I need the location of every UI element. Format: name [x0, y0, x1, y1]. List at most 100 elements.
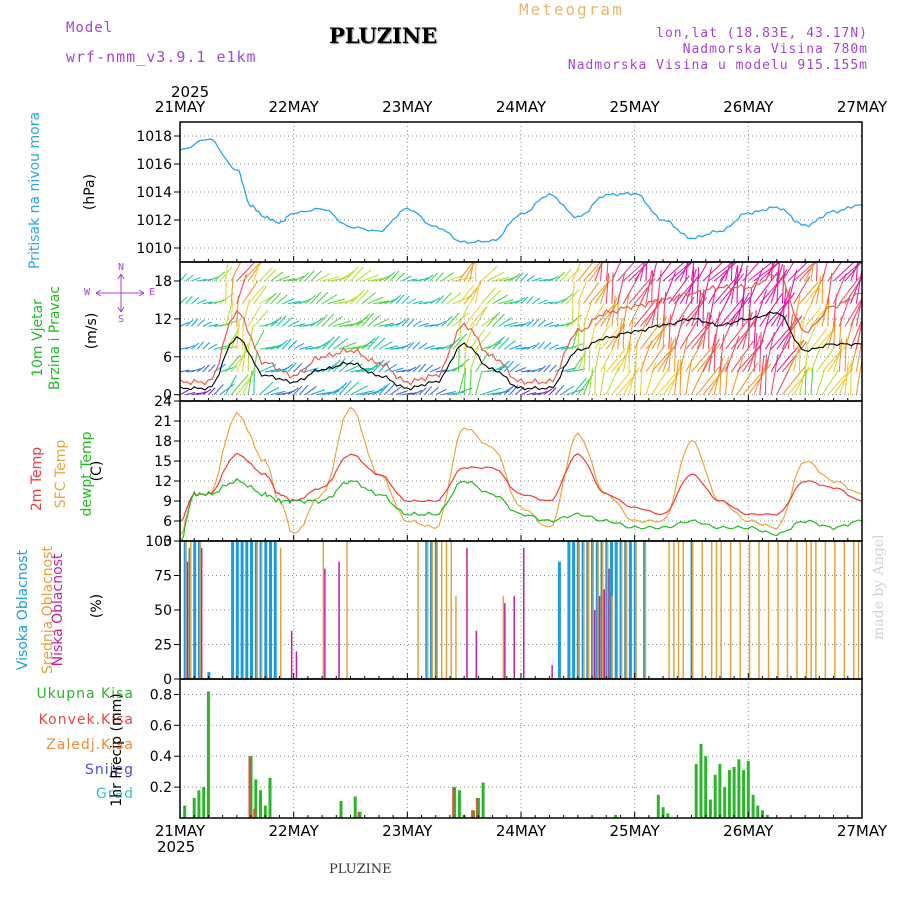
wind-arrow — [333, 274, 351, 282]
wind-arrow — [423, 386, 433, 396]
cloud-high-bar — [235, 541, 239, 679]
wind-arrow — [395, 318, 407, 327]
data-series — [179, 138, 863, 818]
wind-arrow — [730, 319, 757, 350]
wind-arrow — [781, 261, 795, 282]
wind-arrow — [810, 368, 814, 395]
wind-arrow — [543, 364, 551, 373]
wind-arrow — [225, 354, 241, 373]
wind-arrow — [412, 320, 422, 327]
wind-arrow — [810, 261, 815, 282]
wind-arrow — [503, 321, 518, 327]
wind-arrow — [781, 265, 785, 304]
time-label-bottom: 22MAY — [268, 822, 319, 840]
wind-arrow — [622, 366, 640, 395]
y-tick-label: 75 — [154, 569, 172, 585]
y-tick-label: 3 — [163, 534, 172, 550]
y-tick-label: 21 — [154, 414, 172, 430]
wind-arrow — [457, 325, 462, 350]
cloud-high-bar — [264, 541, 268, 679]
wind-arrow — [816, 301, 830, 327]
cloud-high-bar — [250, 541, 253, 679]
wind-arrow — [594, 261, 603, 282]
wind-arrow — [821, 369, 840, 396]
wind-arrow — [281, 363, 294, 373]
wind-arrow — [497, 360, 510, 373]
wind-arrow — [571, 304, 574, 327]
wind-arrow — [321, 276, 340, 282]
wind-arrow — [418, 322, 429, 327]
wind-arrow — [509, 344, 522, 350]
wind-arrow — [673, 359, 680, 395]
wind-arrow — [679, 336, 689, 373]
cloud-mid-bar — [611, 596, 613, 679]
cloud-low-bar — [594, 610, 596, 679]
wind-arrow — [498, 299, 514, 305]
wind-arrow — [759, 332, 762, 372]
wind-arrow — [764, 295, 793, 327]
wind-arrow — [560, 367, 577, 373]
wind-arrow — [384, 383, 395, 396]
wind-arrow — [537, 390, 548, 396]
wind-arrow — [474, 372, 483, 395]
wind-arrow — [259, 267, 273, 282]
y-tick-label: 6 — [163, 514, 172, 530]
y-tick-label: 25 — [154, 638, 172, 654]
wind-arrow — [327, 298, 346, 305]
wind-arrow — [844, 360, 849, 395]
wind-arrow — [605, 273, 609, 304]
precip-total-bar — [192, 797, 196, 818]
wind-arrow — [798, 321, 805, 350]
wind-arrow — [764, 354, 767, 395]
wind-arrow — [742, 261, 760, 282]
precip-total-bar — [259, 790, 262, 818]
wind-arrow — [747, 267, 764, 304]
precip-total-bar — [656, 794, 660, 818]
wind-arrow — [804, 306, 822, 327]
wind-arrow — [742, 311, 753, 350]
cloud-mid-bar — [710, 541, 713, 679]
wind-arrow — [412, 300, 423, 305]
y-tick-label: 0 — [163, 388, 172, 404]
wind-arrow — [736, 265, 739, 304]
wind-arrow — [219, 266, 233, 282]
wind-arrow — [793, 261, 816, 282]
wind-arrow — [753, 261, 780, 282]
wind-arrow — [344, 266, 359, 282]
cloud-low-bar — [200, 547, 203, 679]
wind-arrow — [730, 265, 738, 304]
cloud-low-bar — [338, 561, 340, 679]
wind-arrow — [543, 342, 552, 350]
wind-arrow — [781, 287, 787, 327]
wind-arrow — [844, 261, 862, 282]
wind-arrow — [537, 365, 547, 373]
cloud-mid-bar — [644, 541, 647, 679]
wind-arrow — [855, 269, 863, 304]
wind-arrow — [458, 304, 469, 327]
wind-arrow — [498, 317, 512, 327]
wind-arrow — [492, 336, 505, 350]
wind-arrow — [503, 384, 515, 396]
wind-arrow — [344, 345, 364, 350]
wind-arrow — [361, 365, 379, 373]
wind-arrow — [316, 291, 329, 305]
year-bottom: 2025 — [157, 838, 196, 856]
wind-arrow — [515, 346, 527, 350]
cloud-mid-bar — [606, 541, 609, 679]
wind-arrow — [446, 312, 460, 327]
wind-arrow — [537, 299, 548, 305]
model-name: wrf-nmm_v3.9.1 e1km — [66, 48, 257, 66]
time-label-top: 21MAY — [154, 98, 206, 116]
wind-arrow — [815, 367, 826, 395]
wind-arrow — [367, 336, 380, 350]
wind-arrow — [253, 350, 258, 372]
wind-arrow — [549, 323, 560, 327]
wind-arrow — [497, 337, 510, 350]
precip-total-bar — [614, 814, 618, 818]
wind-arrow — [855, 359, 863, 395]
y-tick-label: 0.8 — [150, 687, 172, 703]
wind-arrow — [355, 341, 374, 350]
wind-arrow — [605, 347, 627, 373]
wind-arrow — [685, 359, 693, 395]
y-tick-label: 0 — [163, 672, 172, 688]
